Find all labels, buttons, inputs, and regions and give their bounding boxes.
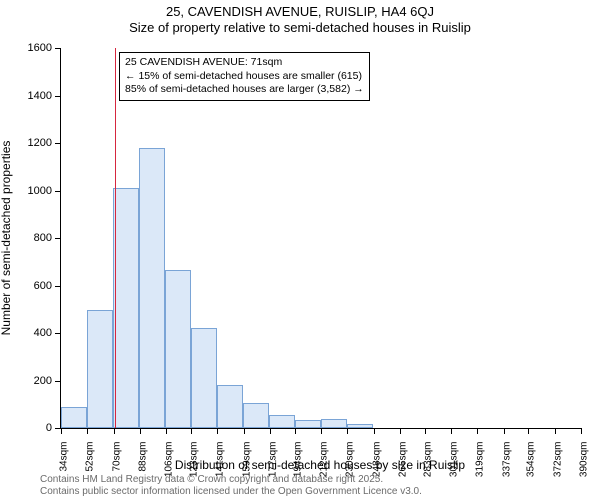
y-tick <box>55 238 61 239</box>
x-tick <box>581 428 582 434</box>
x-tick <box>374 428 375 434</box>
y-tick-label: 400 <box>0 327 52 339</box>
x-tick <box>451 428 452 434</box>
histogram-bar <box>295 420 321 428</box>
histogram-bar <box>347 424 373 428</box>
x-tick <box>347 428 348 434</box>
y-tick-label: 0 <box>0 422 52 434</box>
histogram-bar <box>165 270 191 428</box>
histogram-bar <box>139 148 165 428</box>
y-tick-label: 1600 <box>0 42 52 54</box>
x-tick <box>400 428 401 434</box>
x-tick <box>61 428 62 434</box>
x-tick <box>140 428 141 434</box>
x-tick <box>114 428 115 434</box>
x-tick <box>321 428 322 434</box>
x-tick <box>244 428 245 434</box>
y-tick <box>55 96 61 97</box>
y-tick-label: 200 <box>0 375 52 387</box>
x-tick <box>555 428 556 434</box>
plot-area: 25 CAVENDISH AVENUE: 71sqm ← 15% of semi… <box>60 48 581 429</box>
histogram-bar <box>87 310 113 428</box>
property-marker-line <box>115 48 116 428</box>
y-tick <box>55 381 61 382</box>
histogram-bar <box>269 415 295 428</box>
histogram-bar <box>217 385 243 428</box>
property-size-histogram: 25, CAVENDISH AVENUE, RUISLIP, HA4 6QJ S… <box>0 0 600 500</box>
y-tick <box>55 286 61 287</box>
x-tick-label: 390sqm <box>579 442 590 478</box>
y-tick-label: 800 <box>0 232 52 244</box>
y-tick-label: 1200 <box>0 137 52 149</box>
x-tick <box>295 428 296 434</box>
x-tick <box>166 428 167 434</box>
marker-annotation: 25 CAVENDISH AVENUE: 71sqm ← 15% of semi… <box>119 52 370 101</box>
annotation-line-1: 25 CAVENDISH AVENUE: 71sqm <box>125 56 364 70</box>
x-axis-label: Distribution of semi-detached houses by … <box>60 458 580 472</box>
y-tick <box>55 191 61 192</box>
y-tick-label: 600 <box>0 280 52 292</box>
title-line-2: Size of property relative to semi-detach… <box>0 20 600 36</box>
title-line-1: 25, CAVENDISH AVENUE, RUISLIP, HA4 6QJ <box>0 4 600 20</box>
x-tick <box>477 428 478 434</box>
annotation-line-2: ← 15% of semi-detached houses are smalle… <box>125 70 364 84</box>
x-tick <box>425 428 426 434</box>
footer-line-2: Contains public sector information licen… <box>40 486 422 498</box>
histogram-bar <box>113 188 139 428</box>
x-tick <box>528 428 529 434</box>
y-tick-label: 1400 <box>0 90 52 102</box>
chart-title: 25, CAVENDISH AVENUE, RUISLIP, HA4 6QJ S… <box>0 4 600 37</box>
y-tick-label: 1000 <box>0 185 52 197</box>
annotation-line-3: 85% of semi-detached houses are larger (… <box>125 83 364 97</box>
chart-footer: Contains HM Land Registry data © Crown c… <box>40 474 422 498</box>
histogram-bar <box>243 403 269 428</box>
histogram-bar <box>61 407 87 428</box>
histogram-bar <box>321 419 347 429</box>
y-tick <box>55 333 61 334</box>
x-tick <box>504 428 505 434</box>
footer-line-1: Contains HM Land Registry data © Crown c… <box>40 474 422 486</box>
x-tick <box>270 428 271 434</box>
histogram-bar <box>191 328 217 428</box>
x-tick <box>87 428 88 434</box>
y-tick <box>55 143 61 144</box>
x-tick <box>191 428 192 434</box>
y-tick <box>55 48 61 49</box>
x-tick <box>217 428 218 434</box>
